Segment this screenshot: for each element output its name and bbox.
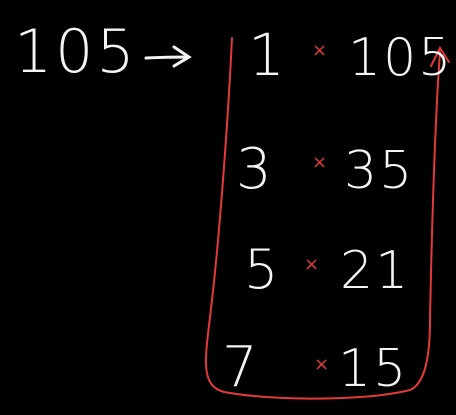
- factor-right: 35: [344, 141, 414, 201]
- times-sign: ×: [312, 152, 327, 173]
- times-sign: ×: [312, 40, 327, 61]
- factor-pair-row: 7 × 15: [222, 335, 408, 400]
- factor-right: 21: [340, 241, 410, 301]
- factor-left: 5: [244, 238, 278, 301]
- factor-left: 1: [248, 21, 285, 89]
- factor-right: 105: [348, 28, 453, 88]
- factor-pair-row: 1 × 105: [248, 21, 453, 89]
- enclosure-arrowhead-icon: [430, 45, 450, 67]
- factor-right: 15: [338, 339, 408, 399]
- factor-pair-row: 5 × 21: [244, 238, 410, 301]
- factor-left: 3: [236, 137, 272, 202]
- number-105: 105: [14, 17, 138, 87]
- times-sign: ×: [314, 354, 329, 375]
- factor-pair-row: 3 × 35: [236, 137, 414, 202]
- right-arrow-icon: [144, 45, 192, 68]
- factor-enclosure-outline: [204, 37, 441, 400]
- times-sign: ×: [304, 254, 319, 275]
- factor-left: 7: [222, 335, 258, 400]
